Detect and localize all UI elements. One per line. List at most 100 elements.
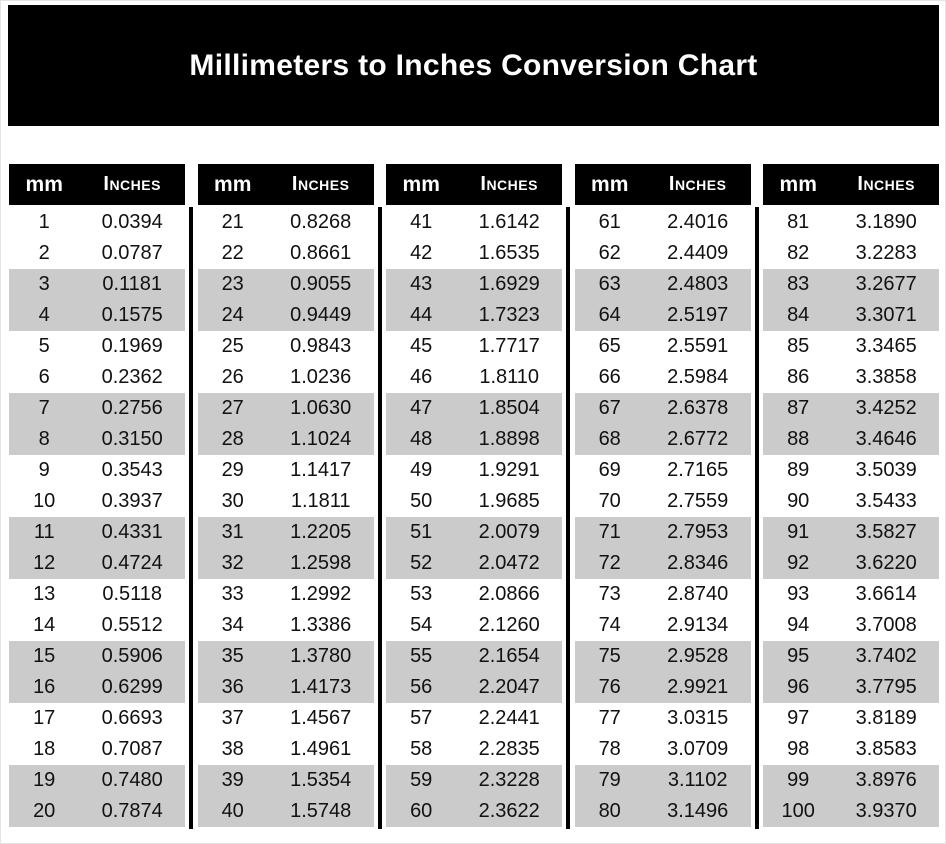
table-row: 31 1.2205 bbox=[197, 517, 374, 548]
table-row: 38 1.4961 bbox=[198, 734, 374, 765]
inches-value: 2.9528 bbox=[667, 645, 729, 667]
inches-value: 3.4646 bbox=[855, 428, 917, 450]
mm-column-header: mm bbox=[591, 172, 629, 196]
mm-value: 83 bbox=[787, 273, 810, 295]
mm-value: 60 bbox=[410, 800, 433, 822]
table-row: 45 1.7717 bbox=[386, 331, 562, 362]
inches-value: 0.5118 bbox=[102, 583, 163, 605]
table-row: 62 2.4409 bbox=[575, 238, 751, 269]
table-row: 60 2.3622 bbox=[386, 796, 562, 827]
table-row: 70 2.7559 bbox=[575, 486, 751, 517]
inches-value: 3.7795 bbox=[855, 676, 917, 698]
inches-value: 0.1181 bbox=[102, 273, 163, 295]
inches-value: 0.9449 bbox=[290, 304, 352, 326]
mm-value: 14 bbox=[33, 614, 56, 636]
table-row: 90 3.5433 bbox=[763, 486, 939, 517]
inches-value: 2.3228 bbox=[478, 769, 540, 791]
mm-column-header: mm bbox=[214, 172, 252, 196]
table-row: 61 2.4016 bbox=[575, 207, 751, 238]
table-row: 24 0.9449 bbox=[197, 300, 374, 331]
mm-value: 6 bbox=[38, 366, 50, 388]
inches-value: 1.0236 bbox=[290, 366, 352, 388]
table-row: 1 0.0394 bbox=[9, 207, 185, 238]
mm-value: 98 bbox=[787, 738, 810, 760]
inches-value: 0.8268 bbox=[290, 211, 352, 233]
inches-value: 0.0787 bbox=[101, 242, 163, 264]
inches-value: 0.5906 bbox=[101, 645, 163, 667]
table-row: 13 0.5118 bbox=[9, 579, 185, 610]
inches-value: 2.4409 bbox=[667, 242, 729, 264]
table-row: 21 0.8268 bbox=[198, 207, 374, 238]
table-row: 44 1.7323 bbox=[386, 300, 562, 331]
table-divider bbox=[754, 207, 759, 829]
inches-value: 0.6693 bbox=[101, 707, 163, 729]
inches-value: 2.1654 bbox=[478, 645, 540, 667]
table-row: 41 1.6142 bbox=[386, 207, 562, 238]
table-body: 61 2.4016 62 2.4409 63 2.4803 64 2.5197 … bbox=[574, 207, 751, 827]
mm-value: 82 bbox=[787, 242, 810, 264]
inches-column-header: Inches bbox=[668, 173, 727, 195]
mm-value: 94 bbox=[787, 614, 810, 636]
mm-value: 89 bbox=[787, 459, 810, 481]
inches-column-header: Inches bbox=[857, 173, 915, 195]
inches-value: 3.3858 bbox=[855, 366, 917, 388]
mm-value: 88 bbox=[787, 428, 810, 450]
table-row: 4 0.1575 bbox=[9, 300, 185, 331]
mm-value: 68 bbox=[598, 428, 621, 450]
inches-value: 0.7087 bbox=[101, 738, 163, 760]
mm-value: 61 bbox=[598, 211, 621, 233]
table-row: 34 1.3386 bbox=[198, 610, 374, 641]
conversion-table: mm Inches 61 2.4016 62 2.4409 63 2.4803 … bbox=[574, 164, 751, 827]
inches-value: 0.2362 bbox=[101, 366, 163, 388]
inches-value: 2.5591 bbox=[667, 335, 729, 357]
inches-value: 2.7165 bbox=[667, 459, 729, 481]
mm-value: 22 bbox=[221, 242, 244, 264]
table-header: mm Inches bbox=[574, 164, 751, 205]
mm-value: 10 bbox=[33, 490, 56, 512]
mm-value: 75 bbox=[598, 645, 621, 667]
inches-value: 1.6535 bbox=[478, 242, 540, 264]
table-row: 72 2.8346 bbox=[574, 548, 751, 579]
inches-value: 0.9055 bbox=[290, 273, 352, 295]
mm-value: 65 bbox=[598, 335, 621, 357]
table-row: 49 1.9291 bbox=[386, 455, 562, 486]
inches-value: 3.1496 bbox=[667, 800, 729, 822]
mm-value: 27 bbox=[221, 397, 244, 419]
mm-value: 15 bbox=[33, 645, 56, 667]
mm-value: 62 bbox=[598, 242, 621, 264]
inches-value: 1.6142 bbox=[478, 211, 540, 233]
inches-value: 3.6614 bbox=[855, 583, 917, 605]
inches-value: 2.8346 bbox=[667, 552, 729, 574]
table-row: 48 1.8898 bbox=[386, 424, 562, 455]
table-row: 82 3.2283 bbox=[763, 238, 939, 269]
inches-value: 1.4567 bbox=[290, 707, 352, 729]
table-header: mm Inches bbox=[9, 164, 185, 205]
table-header: mm Inches bbox=[197, 164, 374, 205]
table-divider bbox=[377, 207, 382, 829]
mm-value: 9 bbox=[38, 459, 50, 481]
table-row: 35 1.3780 bbox=[197, 641, 374, 672]
inches-value: 0.9843 bbox=[290, 335, 352, 357]
inches-value: 1.1024 bbox=[290, 428, 352, 450]
table-row: 69 2.7165 bbox=[575, 455, 751, 486]
table-row: 37 1.4567 bbox=[198, 703, 374, 734]
table-row: 8 0.3150 bbox=[9, 424, 185, 455]
inches-value: 1.6929 bbox=[478, 273, 540, 295]
mm-value: 81 bbox=[787, 211, 810, 233]
page-title: Millimeters to Inches Conversion Chart bbox=[189, 48, 758, 82]
mm-value: 32 bbox=[221, 552, 244, 574]
inches-value: 1.2992 bbox=[290, 583, 352, 605]
mm-value: 69 bbox=[598, 459, 621, 481]
mm-value: 78 bbox=[598, 738, 621, 760]
table-row: 43 1.6929 bbox=[386, 269, 562, 300]
mm-value: 1 bbox=[38, 211, 50, 233]
mm-value: 24 bbox=[221, 304, 244, 326]
table-row: 23 0.9055 bbox=[197, 269, 374, 300]
conversion-table: mm Inches 1 0.0394 2 0.0787 3 0.1181 4 0… bbox=[9, 164, 185, 827]
mm-value: 12 bbox=[33, 552, 56, 574]
inches-value: 3.4252 bbox=[855, 397, 917, 419]
mm-value: 41 bbox=[410, 211, 433, 233]
table-row: 74 2.9134 bbox=[575, 610, 751, 641]
table-row: 42 1.6535 bbox=[386, 238, 562, 269]
inches-value: 2.7953 bbox=[667, 521, 729, 543]
